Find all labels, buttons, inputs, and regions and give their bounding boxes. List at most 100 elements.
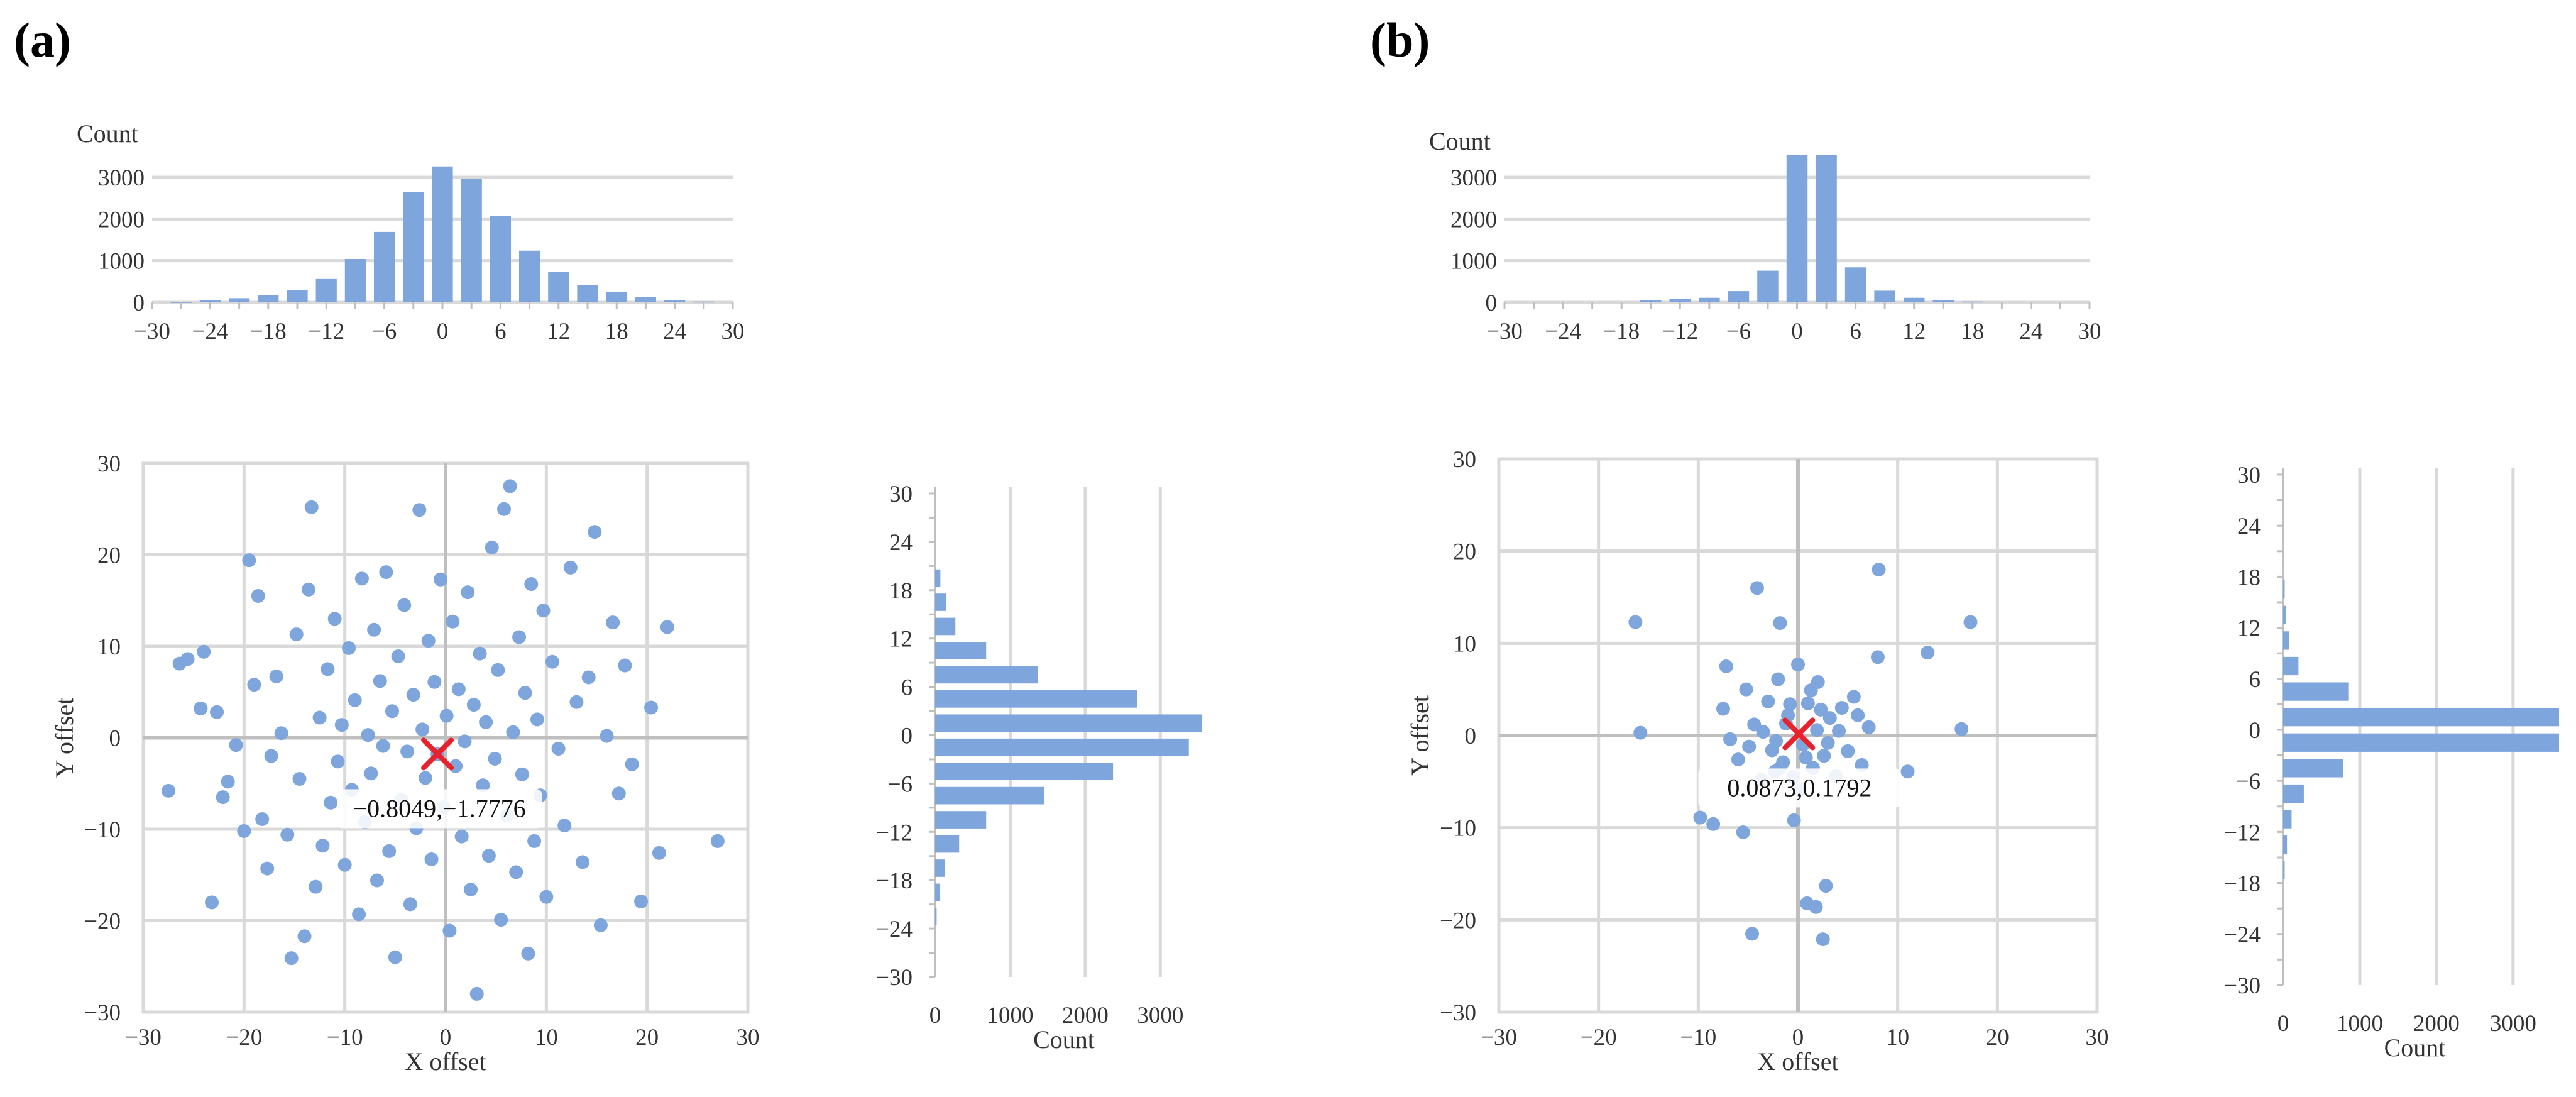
bar [693,301,715,303]
data-point [1954,722,1969,736]
bar [935,738,1189,756]
data-point [618,658,632,673]
data-point [205,895,219,910]
bar [664,300,686,302]
data-point [361,728,375,742]
bar [1874,290,1895,302]
y-tick-label: −24 [2224,922,2261,948]
x-tick-label: 30 [721,319,745,345]
bar [2283,708,2559,727]
data-point [1814,702,1828,717]
data-point [1809,900,1823,914]
bar [935,763,1114,781]
data-point [354,571,369,586]
bar [1844,267,1866,302]
y-tick-label: −24 [876,917,913,942]
x-tick-label: 30 [2078,319,2102,345]
data-point [1719,659,1733,673]
data-point [242,553,256,568]
data-point [1870,650,1885,664]
y-tick-label: 20 [97,543,121,569]
data-point [539,890,554,904]
data-point [1739,682,1753,697]
data-point [197,644,211,659]
bar [2283,733,2559,752]
bar [315,278,337,302]
data-point [1716,702,1730,716]
data-point [1787,813,1801,827]
data-point [1706,817,1721,831]
y-tick-label: 30 [889,482,913,507]
y-tick-label: 0 [133,290,145,316]
y-tick-label: 0 [1465,724,1477,749]
x-tick-label: −10 [1680,1025,1716,1050]
data-point [1816,932,1830,947]
data-point [364,766,378,781]
x-tick-label: −18 [1603,319,1640,345]
data-point [527,834,542,848]
data-point [524,577,539,592]
bar [199,300,221,302]
data-point [315,839,330,853]
data-point [327,612,342,626]
bar [490,216,512,302]
y-tick-label: 1000 [98,249,145,275]
data-point [418,771,432,785]
x-tick-label: −24 [192,319,228,345]
bar [461,178,482,302]
y-tick-label: −30 [876,965,913,991]
x-tick-label: 3000 [1137,1003,1183,1028]
data-point [251,588,265,603]
data-point [464,883,478,897]
x-tick-label: −12 [1662,319,1698,345]
bar [548,272,569,302]
data-point [280,827,295,842]
data-point [321,662,335,676]
x-tick-label: −6 [1726,319,1751,345]
data-point [634,894,649,908]
data-point [247,678,261,692]
y-tick-label: −30 [2224,973,2261,999]
y-tick-label: 2000 [1450,207,1497,233]
data-point [297,929,312,944]
x-axis-title: Count [1033,1025,1095,1054]
bar [228,298,250,302]
y-tick-label: −30 [84,1000,121,1026]
data-point [652,846,666,860]
data-point [342,641,356,655]
data-point [210,705,224,719]
data-point [324,795,338,810]
data-point [1846,690,1861,704]
data-point [397,598,412,612]
bar [1640,300,1662,302]
y-axis-title: Count [1429,127,1491,155]
y-tick-label: 30 [2237,463,2261,488]
x-tick-label: 0 [1792,1025,1804,1050]
x-tick-label: 0 [1791,319,1803,345]
bar [1757,270,1779,302]
data-point [503,479,517,493]
bar [935,786,1044,805]
data-point [439,708,454,723]
data-point [458,734,472,749]
data-point [370,873,384,888]
data-point [433,572,447,587]
data-point [367,622,381,637]
x-tick-label: −12 [308,319,344,345]
data-point [1817,749,1831,763]
data-point [1791,658,1805,672]
bar [258,295,279,302]
data-point [494,913,508,927]
data-point [1900,764,1915,779]
bar [518,250,540,302]
data-point [563,560,578,575]
data-point [479,715,493,729]
mean-label-box [1698,768,1901,808]
x-tick-label: 12 [547,319,570,345]
bar [2283,810,2292,829]
bar [935,859,945,877]
x-tick-label: 24 [2019,319,2042,345]
bar [287,290,308,302]
